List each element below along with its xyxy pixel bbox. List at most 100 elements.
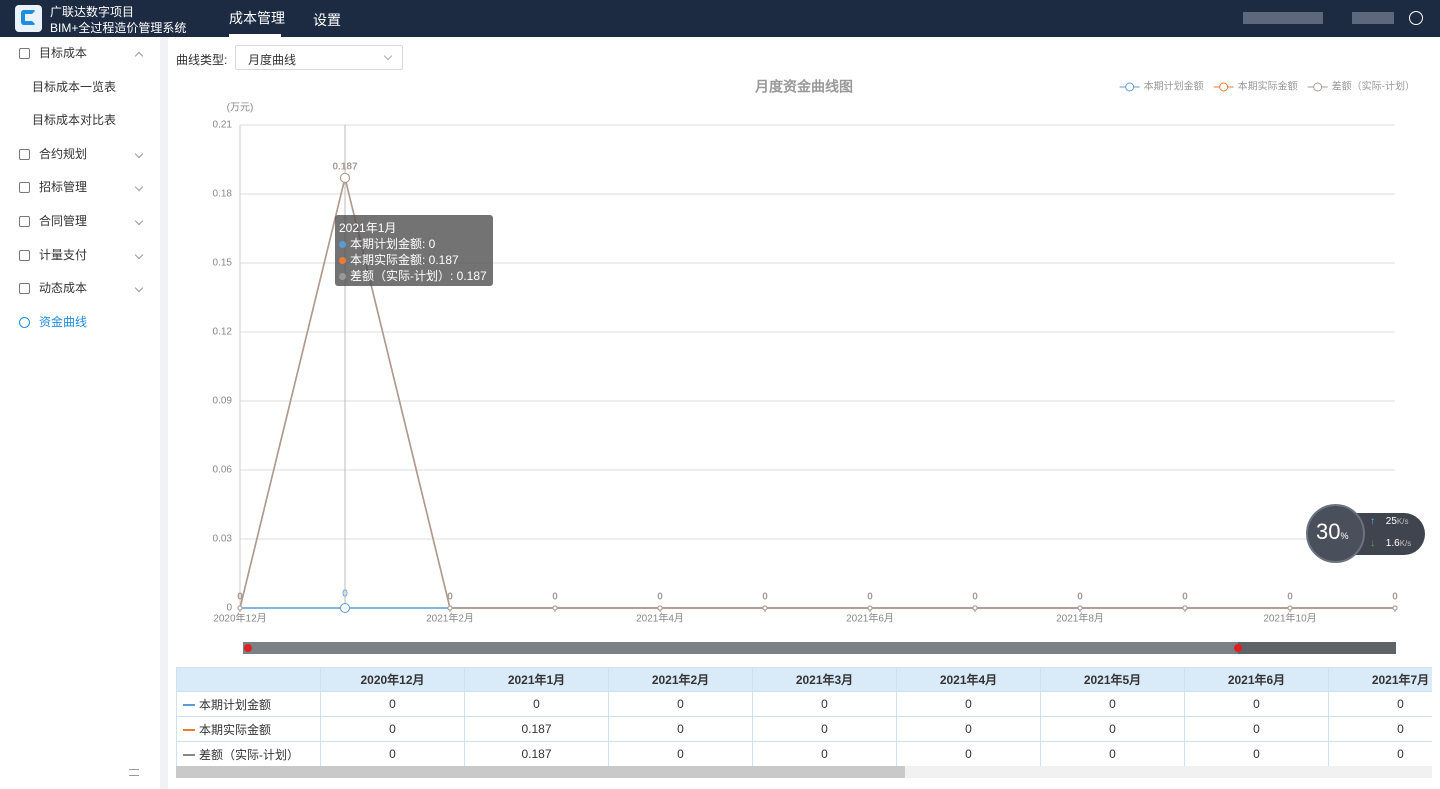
menu-icon bbox=[19, 316, 30, 328]
header-cell: 2021年5月 bbox=[1040, 667, 1185, 692]
x-tick-label: 2021年4月 bbox=[636, 612, 684, 625]
cell: 0 bbox=[1328, 691, 1432, 717]
y-tick-label: 0.15 bbox=[213, 258, 233, 269]
tooltip-text: 本期计划金额: 0 bbox=[350, 237, 436, 251]
nav-active-bar bbox=[229, 34, 281, 37]
cell: 0 bbox=[752, 691, 897, 717]
table-row: 差额（实际-计划） 0 0.187 0 0 0 0 0 0 bbox=[176, 741, 1432, 767]
y-tick-label: 0.18 bbox=[213, 189, 233, 200]
tooltip-dot bbox=[339, 257, 346, 264]
menu-item[interactable]: 计量支付 bbox=[0, 239, 160, 273]
zoom-track bbox=[243, 642, 1396, 654]
zoom-handle[interactable] bbox=[1234, 644, 1242, 652]
chart: 月度资金曲线图 (万元) 0 0.03 0.06 0.09 0.12 0.15 0.18 0.… bbox=[213, 79, 1415, 654]
data-label: 0 bbox=[237, 592, 243, 603]
header-cell: 2021年6月 bbox=[1184, 667, 1329, 692]
y-tick-label: 0.21 bbox=[213, 120, 233, 131]
content: 曲线类型: 月度曲线 月度资金曲线图 (万元) 0 0.03 0.06 0.09 0.1… bbox=[168, 37, 1440, 789]
cell: 0 bbox=[320, 716, 465, 742]
cell: 0 bbox=[896, 716, 1041, 742]
header-cell: 2021年3月 bbox=[752, 667, 897, 692]
nav-item[interactable]: 成本管理 bbox=[229, 10, 285, 26]
submenu-item[interactable]: 目标成本一览表 bbox=[32, 79, 117, 94]
cell: 0 bbox=[752, 741, 897, 767]
data-label: 0 bbox=[762, 592, 768, 603]
menu-item[interactable]: 动态成本 bbox=[0, 272, 160, 306]
point bbox=[762, 605, 768, 611]
row-name: 本期实际金额 bbox=[176, 716, 321, 742]
data-label: 0 bbox=[447, 592, 453, 603]
scrollbar[interactable] bbox=[176, 766, 1432, 778]
cell: 0.187 bbox=[464, 716, 609, 742]
data-label: 0 bbox=[342, 589, 348, 600]
chevron bbox=[134, 51, 144, 61]
cell: 0 bbox=[752, 716, 897, 742]
zoom-outside bbox=[1238, 642, 1396, 654]
menu-item[interactable]: 资金曲线 bbox=[0, 306, 160, 340]
filter-label: 曲线类型: bbox=[176, 53, 228, 67]
y-tick-label: 0.12 bbox=[213, 327, 233, 338]
y-tick-label: 0.03 bbox=[213, 534, 233, 545]
user-blur[interactable] bbox=[1352, 12, 1394, 24]
chevron bbox=[134, 283, 144, 293]
cell: 0 bbox=[608, 691, 753, 717]
menu-item[interactable]: 招标管理 bbox=[0, 171, 160, 205]
tooltip-title: 2021年1月 bbox=[339, 221, 397, 235]
chart-title: 月度资金曲线图 bbox=[754, 79, 853, 95]
tooltip-text: 差额（实际-计划）: 0.187 bbox=[350, 269, 487, 283]
cell: 0 bbox=[1184, 741, 1329, 767]
header-cell bbox=[176, 667, 321, 692]
tooltip: 2021年1月 本期计划金额: 0 本期实际金额: 0.187 差额（实际-计划）:… bbox=[335, 215, 493, 286]
cell: 0 bbox=[1328, 741, 1432, 767]
submenu-item[interactable]: 目标成本对比表 bbox=[32, 113, 117, 128]
legend-label: 差额（实际-计划） bbox=[1332, 80, 1415, 93]
menu: 目标成本目标成本一览表 目标成本对比表合约规划 招标管理 合同管理 计量支付 动态成本 资金… bbox=[0, 37, 160, 339]
cell: 0.187 bbox=[464, 741, 609, 767]
row-name: 差额（实际-计划） bbox=[176, 741, 321, 767]
cpu-unit: % bbox=[1340, 531, 1349, 541]
brand-line: BIM+全过程造价管理系统 bbox=[50, 21, 187, 35]
menu-item[interactable]: 合约规划 bbox=[0, 138, 160, 172]
nav-item[interactable]: 设置 bbox=[313, 12, 341, 28]
cell: 0 bbox=[1184, 691, 1329, 717]
point bbox=[1287, 605, 1293, 611]
header-cell: 2021年7月 bbox=[1328, 667, 1432, 692]
cell: 0 bbox=[608, 741, 753, 767]
zoom-handle[interactable] bbox=[244, 644, 252, 652]
select-value: 月度曲线 bbox=[248, 53, 297, 67]
tooltip-item: 差额（实际-计划）: 0.187 bbox=[339, 268, 489, 284]
logo bbox=[15, 5, 42, 32]
tooltip-dot bbox=[339, 273, 346, 280]
row-swatch bbox=[183, 704, 195, 707]
tooltip-dot bbox=[339, 241, 346, 248]
user-blur[interactable] bbox=[1243, 12, 1323, 24]
tooltip-text: 本期实际金额: 0.187 bbox=[350, 253, 459, 267]
menu-item[interactable]: 合同管理 bbox=[0, 205, 160, 239]
tooltip-item: 本期计划金额: 0 bbox=[339, 236, 489, 252]
table-row: 本期计划金额 0 0 0 0 0 0 0 0 bbox=[176, 691, 1432, 717]
header-cell: 2021年2月 bbox=[608, 667, 753, 692]
collapse-icon[interactable] bbox=[129, 769, 139, 776]
filter-select[interactable]: 月度曲线 bbox=[235, 45, 403, 70]
data-label: 0.187 bbox=[332, 162, 357, 173]
chevron bbox=[134, 183, 144, 192]
legend-swatch bbox=[1125, 82, 1135, 92]
cell: 0 bbox=[320, 691, 465, 717]
cell: 0 bbox=[1040, 691, 1185, 717]
cell: 0 bbox=[1184, 716, 1329, 742]
tooltip-item: 本期实际金额: 0.187 bbox=[339, 252, 489, 268]
data-label: 0 bbox=[657, 592, 663, 603]
data-table: 2020年12月 2021年1月 2021年2月 2021年3月 2021年4月 2021… bbox=[176, 667, 1432, 767]
series-line bbox=[239, 177, 1395, 609]
menu-icon bbox=[19, 48, 30, 59]
header-cell: 2020年12月 bbox=[320, 667, 465, 692]
point bbox=[447, 605, 453, 611]
help-icon[interactable] bbox=[1409, 11, 1423, 25]
menu-icon bbox=[19, 283, 30, 295]
menu-item[interactable]: 目标成本 bbox=[0, 37, 160, 71]
point bbox=[972, 605, 978, 611]
x-tick-label: 2020年12月 bbox=[213, 612, 266, 625]
data-label: 0 bbox=[972, 592, 978, 603]
data-label: 0 bbox=[867, 592, 873, 603]
